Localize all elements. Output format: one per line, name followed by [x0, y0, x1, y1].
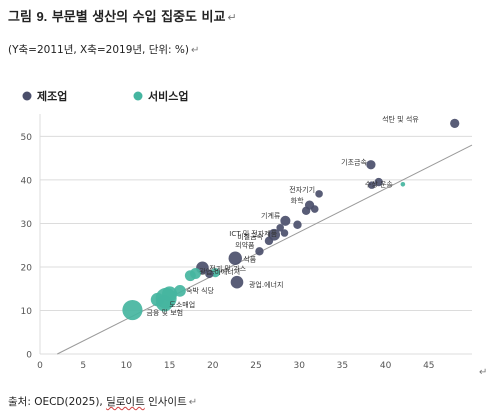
y-tick-label: 10 [21, 307, 33, 317]
data-point [293, 220, 302, 229]
data-point [276, 224, 284, 232]
point-label: 석탄 및 석유 [382, 114, 419, 123]
data-point [400, 181, 406, 187]
data-point [150, 292, 165, 307]
source-note: 출처: OECD(2025), 딜로이트 인사이트 ↵ [8, 394, 197, 409]
paragraph-mark: ↵ [188, 397, 198, 408]
point-label: 금융 및 보험 [146, 309, 183, 317]
data-point [122, 299, 143, 321]
title-prefix: 그림 [8, 10, 37, 25]
figure-title: 그림 9. 부문별 생산의 수입 집중도 비교 ↵ [8, 6, 237, 25]
point-label: 의약품 [235, 240, 255, 249]
y-axis-ticks: 0 10 20 30 40 50 [21, 133, 33, 361]
subtitle-text: (Y축=2011년, X축=2019년, 단위: %) [8, 44, 190, 56]
legend-marker [133, 91, 143, 101]
diagonal-reference-line [57, 144, 473, 355]
point-label: 도소매업 [169, 301, 195, 309]
y-tick-label: 30 [21, 220, 33, 230]
point-label: ICT 및 전자제품 [229, 229, 277, 238]
point-label: 전자기기 [289, 185, 315, 194]
point-label: 광업.비에너지 [199, 267, 240, 276]
x-tick-label: 10 [121, 361, 133, 371]
x-tick-label: 0 [37, 361, 43, 371]
data-points [122, 118, 460, 321]
point-label: 비철금속 [237, 232, 263, 241]
data-point [450, 118, 460, 128]
y-tick-label: 40 [21, 176, 33, 186]
x-tick-label: 25 [250, 361, 261, 371]
data-point [205, 269, 214, 279]
legend-label: 서비스업 [148, 89, 188, 103]
data-point [264, 236, 274, 246]
source-brand: 딜로이트 [106, 396, 145, 408]
paragraph-mark: ↵ [227, 11, 237, 24]
title-text: 부문별 생산의 수입 집중도 비교 [47, 10, 226, 25]
x-tick-label: 35 [337, 361, 348, 371]
legend-label: 제조업 [37, 89, 67, 103]
data-point [230, 275, 244, 289]
point-label: 기계류 [261, 211, 281, 220]
data-point [310, 205, 319, 213]
data-point [228, 251, 242, 265]
data-point [255, 247, 264, 256]
data-point [374, 177, 383, 187]
data-point [367, 181, 376, 189]
y-tick-label: 50 [21, 133, 33, 143]
source-suffix: 인사이트 [144, 396, 187, 408]
figure-subtitle: (Y축=2011년, X축=2019년, 단위: %) ↵ [8, 42, 199, 57]
x-tick-label: 30 [293, 361, 305, 371]
source-prefix: 출처: OECD(2025), [8, 396, 107, 408]
data-point [315, 190, 323, 198]
point-label: 기초금속 [341, 158, 367, 167]
y-tick-label: 20 [21, 263, 33, 273]
x-tick-label: 15 [164, 361, 175, 371]
y-tick-label: 0 [26, 351, 32, 361]
title-number: 9. [36, 9, 48, 24]
data-point [366, 160, 376, 170]
chart-gridlines [39, 114, 472, 355]
x-axis-ticks: 0 5 10 15 20 25 30 35 40 45 [37, 361, 434, 371]
point-label: 수상 운송 [365, 179, 394, 188]
x-tick-label: 40 [380, 361, 392, 371]
data-point [301, 206, 311, 216]
point-label: 광업.에너지 [249, 280, 283, 289]
data-point [190, 268, 201, 279]
x-tick-label: 5 [80, 361, 86, 371]
chart-legend: 제조업 서비스업 [22, 89, 188, 103]
x-tick-label: 20 [207, 361, 219, 371]
point-label: 화학 [291, 196, 304, 205]
point-label: 전기 및 가스 [209, 264, 246, 273]
data-point [174, 285, 186, 297]
reference-line [57, 144, 473, 355]
data-point [280, 229, 289, 237]
x-tick-label: 45 [423, 361, 434, 371]
paragraph-mark: ↵ [479, 367, 488, 378]
legend-marker [22, 91, 32, 101]
scatter-chart: 제조업 서비스업 0 10 20 30 40 50 0 5 10 15 20 25 30 35 40 45 금… [21, 89, 473, 371]
point-label: 숙박 식당 [186, 286, 215, 295]
data-point [162, 286, 178, 302]
data-point [280, 215, 291, 226]
point-label: 식품 [243, 254, 256, 263]
paragraph-mark: ↵ [191, 45, 200, 56]
